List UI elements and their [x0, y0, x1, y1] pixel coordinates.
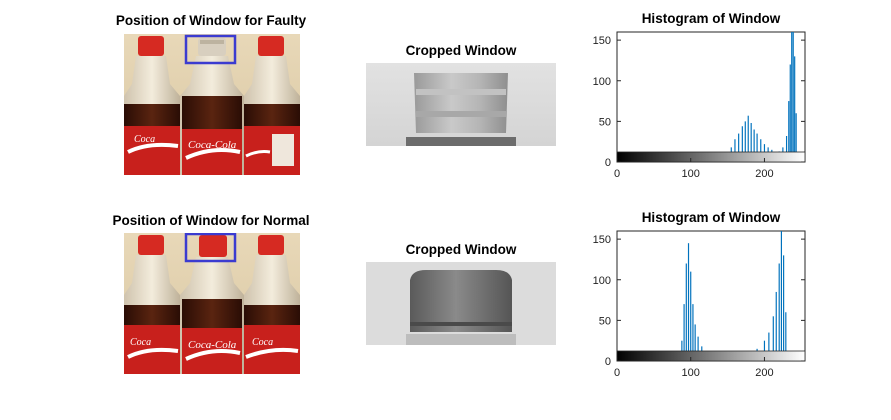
normal-cropped-window — [366, 262, 556, 345]
svg-text:Coca: Coca — [130, 337, 151, 348]
grayscale-colorbar — [616, 151, 806, 163]
y-tick-label: 50 — [599, 116, 611, 128]
histogram-bar — [738, 133, 740, 162]
histogram-bar — [692, 304, 694, 361]
histogram-bar — [744, 121, 746, 162]
histogram-bar — [768, 332, 770, 361]
y-tick-label: 100 — [593, 76, 611, 88]
histogram-bar — [785, 136, 788, 162]
faulty-photo-title: Position of Window for Faulty — [115, 13, 307, 28]
svg-text:Coca-Cola: Coca-Cola — [188, 339, 237, 351]
histogram-bar — [775, 291, 777, 361]
y-tick-label: 50 — [599, 315, 611, 327]
y-tick-label: 0 — [605, 356, 611, 368]
histogram-bar — [788, 101, 790, 162]
histogram-bar — [780, 231, 782, 361]
x-tick-label: 200 — [755, 168, 773, 180]
left-bottle: Coca — [124, 36, 180, 175]
normal-photo-title: Position of Window for Normal — [112, 213, 310, 228]
histogram-bar — [753, 129, 755, 162]
x-tick-label: 100 — [682, 367, 700, 379]
bottles-image: Coca Coca-Cola Coca — [124, 233, 300, 374]
histogram-bar — [778, 263, 780, 361]
histogram-bar — [697, 336, 699, 361]
y-tick-label: 0 — [605, 157, 611, 169]
y-tick-label: 150 — [593, 234, 611, 246]
middle-bottle: Coca-Cola — [180, 38, 244, 175]
x-tick-label: 200 — [755, 367, 773, 379]
histogram-bar — [789, 64, 791, 162]
faulty-crop-title: Cropped Window — [405, 43, 517, 58]
histogram-bar — [685, 263, 687, 361]
histogram-bar — [687, 243, 690, 361]
left-bottle: Coca — [124, 235, 180, 374]
normal-histogram: 0 50 100 150 0 100 200 — [593, 230, 806, 379]
histogram-bar — [756, 133, 758, 162]
faulty-cropped-window — [366, 63, 556, 146]
histogram-bar — [783, 255, 785, 361]
histogram-bar — [772, 316, 774, 361]
x-tick-label: 0 — [614, 367, 620, 379]
right-bottle: Coca — [244, 235, 300, 374]
histogram-bar — [760, 139, 762, 162]
plot-area — [616, 31, 806, 163]
svg-text:Coca-Cola: Coca-Cola — [188, 139, 237, 151]
histogram-bar — [791, 32, 793, 162]
faulty-hist-title: Histogram of Window — [641, 11, 781, 26]
histogram-bar — [690, 271, 692, 361]
middle-bottle: Coca-Cola — [180, 235, 244, 374]
grayscale-colorbar — [616, 350, 806, 362]
normal-crop-image — [366, 262, 556, 345]
histogram-bar — [750, 123, 752, 162]
histogram-bar — [683, 304, 685, 361]
svg-text:Coca: Coca — [134, 134, 155, 145]
faulty-crop-image — [366, 63, 556, 146]
bottles-image: Coca Coca-Cola — [124, 34, 300, 175]
svg-text:Coca: Coca — [252, 337, 273, 348]
x-tick-label: 0 — [614, 168, 620, 180]
normal-bottles-photo: Coca Coca-Cola Coca — [124, 233, 300, 374]
normal-window-box — [184, 233, 237, 263]
normal-crop-title: Cropped Window — [405, 242, 517, 257]
histogram-bar — [694, 324, 696, 361]
right-bottle — [244, 36, 300, 175]
histogram-bar — [795, 113, 797, 162]
histogram-bar — [794, 56, 796, 162]
y-tick-label: 150 — [593, 35, 611, 47]
faulty-bottles-photo: Coca Coca-Cola — [124, 34, 300, 175]
histogram-bar — [747, 115, 749, 162]
histogram-bar — [785, 312, 787, 361]
histogram-bar — [792, 32, 794, 162]
histogram-bar — [741, 126, 743, 162]
y-tick-label: 100 — [593, 275, 611, 287]
x-tick-label: 100 — [682, 168, 700, 180]
faulty-histogram: 0 50 100 150 0 100 200 — [593, 31, 806, 180]
faulty-window-box — [184, 34, 237, 65]
histogram-bar — [734, 139, 736, 162]
normal-hist-title: Histogram of Window — [641, 210, 781, 225]
